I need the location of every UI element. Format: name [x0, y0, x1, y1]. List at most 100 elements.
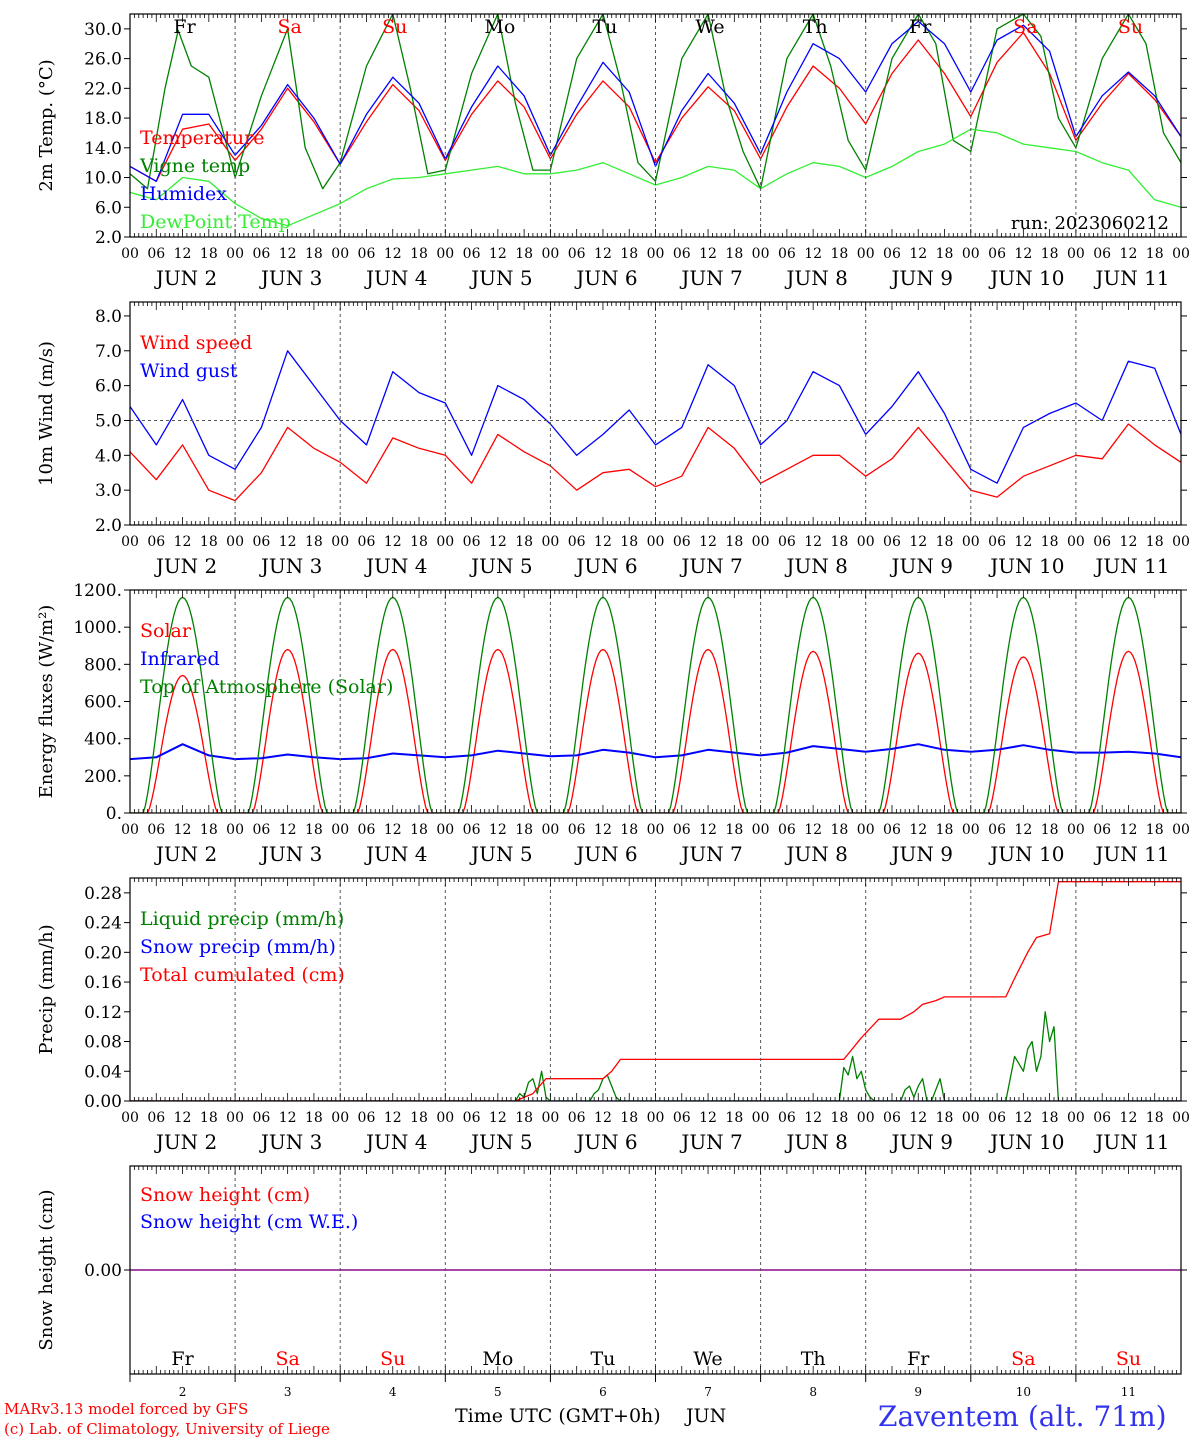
x-hour-label: 12 — [1120, 246, 1138, 262]
x-hour-label: 12 — [279, 246, 297, 262]
footer-month-label: JUN — [686, 1405, 727, 1427]
legend-label-1: Wind gust — [140, 360, 238, 382]
x-hour-label: 00 — [752, 822, 770, 838]
x-hour-label: 06 — [463, 246, 481, 262]
x-date-label: JUN 5 — [469, 842, 532, 866]
dow-label-bottom: Sa — [275, 1348, 299, 1370]
bottom-date-label: 7 — [704, 1385, 712, 1399]
series-line-top-of-atmosphere-solar- — [130, 596, 1181, 813]
x-hour-label: 06 — [568, 246, 586, 262]
x-hour-label: 06 — [778, 822, 796, 838]
x-hour-label: 18 — [725, 822, 743, 838]
x-hour-label: 12 — [1014, 534, 1032, 550]
x-hour-label: 12 — [594, 534, 612, 550]
dow-label-bottom: Fr — [907, 1348, 930, 1370]
x-hour-label: 06 — [147, 1110, 165, 1126]
series-line-solar — [130, 648, 1181, 813]
x-date-label: JUN 4 — [364, 1130, 427, 1154]
x-date-label: JUN 11 — [1093, 842, 1169, 866]
x-date-label: JUN 10 — [988, 842, 1064, 866]
x-date-label: JUN 9 — [890, 266, 953, 290]
bottom-date-label: 10 — [1016, 1385, 1031, 1399]
x-hour-label: 06 — [883, 246, 901, 262]
x-hour-label: 12 — [489, 822, 507, 838]
x-hour-label: 00 — [752, 534, 770, 550]
x-hour-label: 18 — [725, 1110, 743, 1126]
x-date-label: JUN 6 — [574, 266, 637, 290]
x-hour-label: 12 — [1014, 1110, 1032, 1126]
x-hour-label: 00 — [1067, 246, 1085, 262]
x-hour-label: 00 — [1067, 1110, 1085, 1126]
x-hour-label: 12 — [384, 1110, 402, 1126]
panel-frame — [129, 13, 1182, 238]
x-date-label: JUN 2 — [154, 1130, 217, 1154]
bottom-date-label: 11 — [1121, 1385, 1136, 1399]
x-hour-label: 00 — [647, 246, 665, 262]
legend-label-0: Temperature — [140, 127, 264, 149]
bottom-date-label: 4 — [389, 1385, 397, 1399]
x-hour-label: 18 — [515, 534, 533, 550]
y-tick-label: 0.16 — [84, 973, 122, 993]
x-hour-label: 00 — [226, 1110, 244, 1126]
x-hour-label: 00 — [857, 246, 875, 262]
x-hour-label: 06 — [568, 822, 586, 838]
x-hour-label: 00 — [962, 822, 980, 838]
dow-label-bottom: Su — [1116, 1348, 1141, 1370]
x-hour-label: 18 — [831, 1110, 849, 1126]
x-hour-label: 06 — [463, 1110, 481, 1126]
dow-label: Tu — [592, 16, 617, 38]
x-hour-label: 06 — [673, 1110, 691, 1126]
legend-label-3: DewPoint Temp — [140, 211, 291, 233]
x-hour-label: 18 — [515, 246, 533, 262]
series-line-liquid-precip-mm-h- — [130, 1011, 1181, 1101]
dow-label-bottom: Su — [380, 1348, 405, 1370]
x-hour-label: 06 — [147, 246, 165, 262]
x-hour-label: 18 — [305, 1110, 323, 1126]
x-hour-label: 06 — [883, 1110, 901, 1126]
x-hour-label: 00 — [436, 534, 454, 550]
x-date-label: JUN 5 — [469, 554, 532, 578]
y-tick-label: 0.08 — [84, 1033, 122, 1053]
series-line-total-cumulated-cm- — [130, 881, 1181, 1101]
x-hour-label: 06 — [1093, 822, 1111, 838]
x-hour-label: 18 — [1041, 534, 1059, 550]
x-hour-label: 00 — [962, 1110, 980, 1126]
y-tick-label: 600. — [84, 693, 122, 713]
x-hour-label: 18 — [1041, 246, 1059, 262]
dow-label: We — [695, 16, 724, 38]
x-hour-label: 18 — [305, 822, 323, 838]
y-tick-label: 0.28 — [84, 884, 122, 904]
x-hour-label: 00 — [962, 534, 980, 550]
x-hour-label: 12 — [804, 246, 822, 262]
dow-label: Mo — [484, 16, 515, 38]
x-date-label: JUN 3 — [259, 554, 322, 578]
x-hour-label: 06 — [988, 534, 1006, 550]
x-hour-label: 12 — [909, 1110, 927, 1126]
bottom-date-label: 2 — [179, 1385, 187, 1399]
x-hour-label: 12 — [699, 246, 717, 262]
x-hour-label: 00 — [857, 822, 875, 838]
y-tick-label: 2.0 — [95, 516, 122, 536]
y-tick-label: 30.0 — [84, 20, 122, 40]
panel-wind — [130, 350, 1181, 502]
dow-label-bottom: Mo — [482, 1348, 513, 1370]
x-hour-label: 06 — [358, 246, 376, 262]
x-date-label: JUN 3 — [259, 266, 322, 290]
x-hour-label: 06 — [778, 246, 796, 262]
x-hour-label: 18 — [1041, 1110, 1059, 1126]
x-hour-label: 00 — [541, 1110, 559, 1126]
dow-label-bottom: We — [693, 1348, 722, 1370]
x-hour-label: 00 — [121, 1110, 139, 1126]
x-hour-label: 00 — [121, 822, 139, 838]
x-date-label: JUN 9 — [890, 1130, 953, 1154]
y-axis-label: Precip (mm/h) — [36, 924, 57, 1054]
y-tick-label: 3.0 — [95, 481, 122, 501]
x-date-label: JUN 3 — [259, 1130, 322, 1154]
x-hour-label: 12 — [489, 534, 507, 550]
x-hour-label: 12 — [174, 534, 192, 550]
bottom-date-label: 6 — [599, 1385, 607, 1399]
x-hour-label: 06 — [988, 246, 1006, 262]
x-date-label: JUN 2 — [154, 266, 217, 290]
x-date-label: JUN 6 — [574, 554, 637, 578]
